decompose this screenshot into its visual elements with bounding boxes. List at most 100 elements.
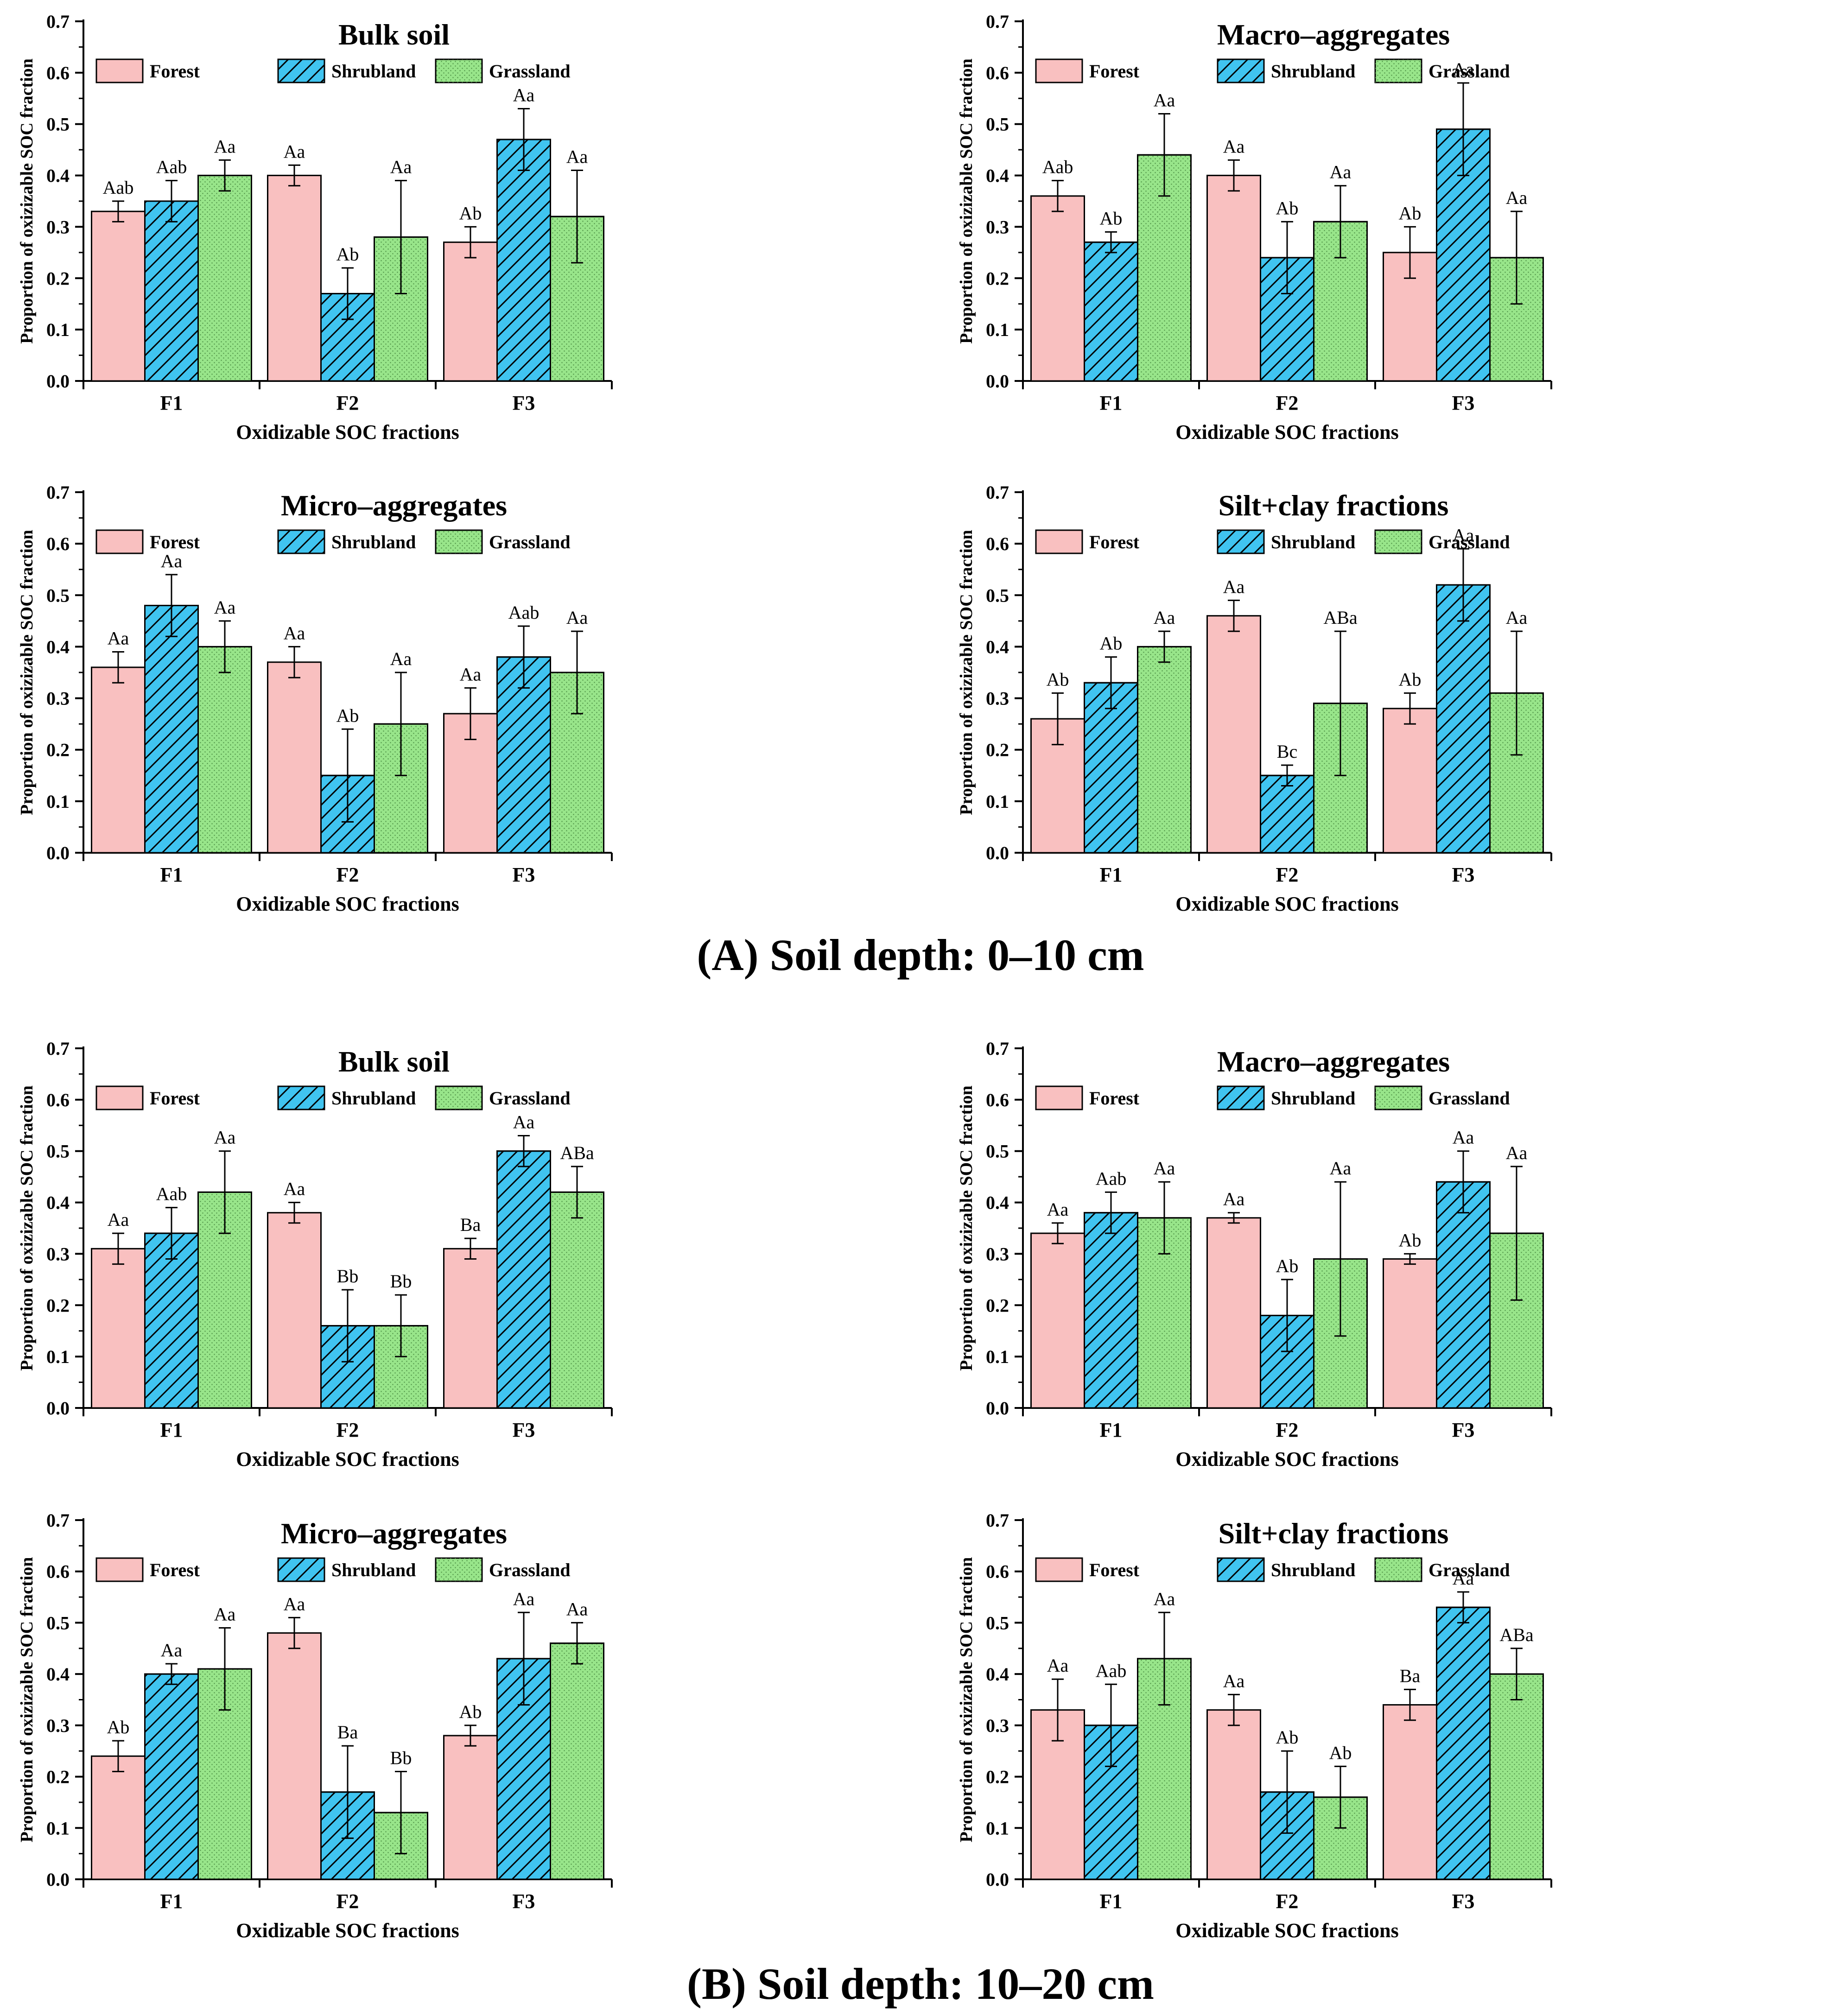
legend-swatch-forest	[95, 529, 144, 554]
data-label: Aa	[108, 1209, 129, 1230]
data-label: Aa	[390, 157, 412, 178]
bar-forest-f1	[91, 666, 146, 854]
x-tick-label-f2: F2	[336, 863, 359, 886]
legend-swatch-forest	[95, 1557, 144, 1582]
data-label: Aa	[1506, 1142, 1528, 1163]
y-tick-label: 0.0	[986, 1869, 1009, 1890]
legend-label-forest: Forest	[150, 1088, 200, 1109]
data-label: Aa	[214, 597, 236, 618]
y-tick-label: 0.1	[46, 791, 70, 812]
y-tick-label: 0.3	[986, 1715, 1009, 1736]
legend-swatch-pattern	[436, 1558, 482, 1581]
data-label: Aa	[1154, 1588, 1175, 1609]
y-axis-label: Proportion of oxizizable SOC fraction	[17, 58, 37, 344]
data-label: Aa	[1330, 1158, 1352, 1179]
y-tick-label: 0.1	[986, 319, 1009, 340]
legend-swatch-forest	[1035, 1557, 1083, 1582]
y-tick-label: 0.7	[46, 11, 70, 32]
bar-forest-f2	[267, 175, 322, 382]
data-label: Aab	[1042, 157, 1073, 178]
y-axis-label: Proportion of oxizizable SOC fraction	[957, 530, 976, 815]
data-label: Bc	[1277, 741, 1297, 762]
x-axis-label: Oxidizable SOC fractions	[1175, 1448, 1399, 1471]
legend-swatch-pattern	[436, 59, 482, 82]
y-tick-label: 0.0	[46, 1869, 70, 1890]
data-label: Ab	[1399, 669, 1422, 690]
data-label: Aa	[566, 607, 588, 628]
data-label: Aa	[1223, 1670, 1245, 1691]
legend-label-grassland: Grassland	[489, 61, 571, 82]
y-tick-label: 0.7	[986, 1038, 1009, 1059]
x-axis-label: Oxidizable SOC fractions	[1175, 893, 1399, 915]
y-tick-label: 0.3	[46, 688, 70, 709]
bar-pattern	[1489, 1673, 1544, 1880]
data-label: ABa	[1499, 1624, 1534, 1645]
legend-swatch-pattern	[1375, 59, 1422, 82]
data-label: Ab	[1276, 1727, 1299, 1748]
legend-label-forest: Forest	[1089, 1560, 1140, 1580]
bar-forest-f2	[1206, 615, 1261, 854]
data-label: Aa	[161, 1640, 183, 1661]
data-label: Ba	[460, 1214, 481, 1235]
y-axis-label: Proportion of oxizizable SOC fraction	[957, 1085, 976, 1371]
legend-swatch-pattern	[1218, 59, 1264, 82]
y-tick-label: 0.0	[986, 371, 1009, 392]
x-axis-label: Oxidizable SOC fractions	[1175, 421, 1399, 444]
legend-label-shrubland: Shrubland	[1271, 61, 1355, 82]
data-label: Aa	[390, 648, 412, 669]
data-label: Aa	[284, 1179, 305, 1199]
chart-panel-3: 0.0 0.1 0.2 0.3 0.4 0.5 0.6 0.7 F1 F2 F3 Oxidizable…	[17, 482, 613, 915]
data-label: Aa	[284, 622, 305, 643]
bar-forest-f1	[1030, 1232, 1085, 1409]
chart-panel-1: 0.0 0.1 0.2 0.3 0.4 0.5 0.6 0.7 F1 F2 F3 Oxidizable…	[17, 11, 613, 444]
y-tick-label: 0.5	[986, 1612, 1009, 1633]
chart-title: Micro–aggregates	[281, 489, 507, 522]
x-tick-label-f1: F1	[160, 1890, 183, 1913]
x-tick-label-f3: F3	[1452, 1419, 1475, 1441]
bar-pattern	[144, 1232, 199, 1409]
legend-swatch-forest	[95, 1085, 144, 1110]
y-tick-label: 0.7	[46, 1510, 70, 1531]
x-tick-label-f2: F2	[336, 392, 359, 414]
y-tick-label: 0.3	[986, 688, 1009, 709]
legend-label-grassland: Grassland	[1428, 1560, 1510, 1580]
y-tick-label: 0.4	[986, 636, 1009, 657]
data-label: Ab	[1047, 669, 1069, 690]
data-label: Aa	[1453, 59, 1474, 80]
legend-label-shrubland: Shrubland	[331, 532, 416, 552]
data-label: Aa	[284, 1593, 305, 1614]
data-label: Ab	[459, 203, 482, 223]
bar-forest-f2	[267, 661, 322, 854]
x-tick-label-f3: F3	[513, 1419, 535, 1441]
bar-pattern	[197, 175, 252, 382]
y-axis-label: Proportion of oxizizable SOC fraction	[17, 1557, 37, 1843]
x-tick-label-f2: F2	[1276, 1419, 1299, 1441]
x-tick-label-f2: F2	[336, 1890, 359, 1913]
legend-label-shrubland: Shrubland	[1271, 1088, 1355, 1109]
data-label: Aa	[108, 628, 129, 649]
bar-pattern	[496, 139, 551, 382]
data-label: Aa	[161, 551, 183, 571]
y-tick-label: 0.1	[46, 319, 70, 340]
x-tick-label-f3: F3	[513, 392, 535, 414]
bar-pattern	[144, 200, 199, 382]
chart-title: Silt+clay fractions	[1219, 1517, 1449, 1550]
data-label: Aa	[1453, 1568, 1474, 1589]
y-tick-label: 0.3	[46, 1715, 70, 1736]
x-tick-label-f1: F1	[160, 392, 183, 414]
bar-forest-f3	[443, 1248, 498, 1409]
y-tick-label: 0.5	[46, 585, 70, 606]
data-label: Aa	[284, 141, 305, 162]
legend-swatch-pattern	[278, 530, 324, 553]
data-label: Aa	[1453, 1127, 1474, 1148]
data-label: Aab	[508, 602, 540, 623]
legend-swatch-pattern	[1218, 1086, 1264, 1109]
y-axis-label: Proportion of oxizizable SOC fraction	[957, 58, 976, 344]
x-axis-label: Oxidizable SOC fractions	[236, 1448, 459, 1471]
y-tick-label: 0.1	[46, 1818, 70, 1838]
legend-label-grassland: Grassland	[1428, 1088, 1510, 1109]
bar-forest-f1	[1030, 195, 1085, 382]
data-label: Aa	[566, 1598, 588, 1619]
data-label: Ab	[459, 1701, 482, 1722]
data-label: Aa	[1330, 162, 1352, 183]
